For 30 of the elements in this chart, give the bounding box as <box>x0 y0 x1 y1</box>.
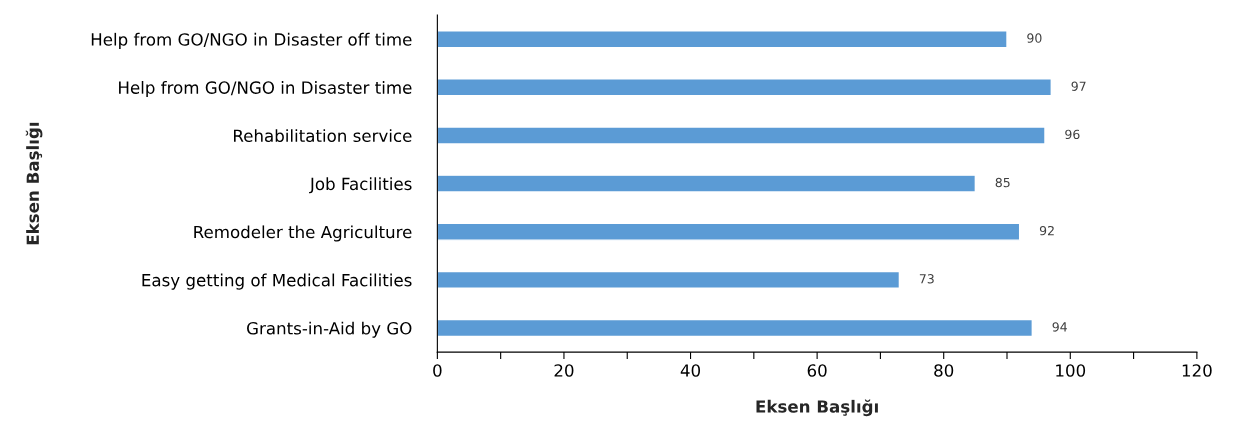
x-tick-label: 100 <box>1056 364 1086 377</box>
data-label: 94 <box>1052 322 1067 332</box>
data-label: 96 <box>1065 129 1080 140</box>
x-tick-label: 120 <box>1182 364 1212 377</box>
data-label: 73 <box>919 274 934 284</box>
bar <box>437 222 1021 241</box>
bar <box>437 174 977 193</box>
x-tick-label: 60 <box>807 364 827 377</box>
y-tick-label: Remodeler the Agriculture <box>194 225 412 242</box>
data-label: 97 <box>1071 81 1086 91</box>
x-tick-label: 20 <box>554 364 574 377</box>
y-tick-label: Job Facilities <box>309 177 412 194</box>
x-tick-label: 0 <box>433 364 442 377</box>
bar <box>437 270 901 289</box>
data-label: 92 <box>1039 225 1054 236</box>
y-tick-label: Help from GO/NGO in Disaster time <box>119 80 412 98</box>
y-tick-label: Grants-in-Aid by GO <box>247 321 412 338</box>
y-tick-label: Easy getting of Medical Facilities <box>142 273 412 290</box>
data-label: 90 <box>1027 33 1042 43</box>
x-tick-label: 40 <box>680 364 701 377</box>
bar <box>437 30 1008 49</box>
x-tick-label: 80 <box>934 364 954 377</box>
bar <box>437 318 1034 338</box>
y-tick-label: Rehabilitation service <box>234 129 412 143</box>
bar <box>437 126 1046 145</box>
bar <box>437 78 1052 97</box>
data-label: 85 <box>995 177 1010 188</box>
y-axis-title: Eksen Başlığı <box>25 122 43 245</box>
y-tick-label: Help from GO/NGO in Disaster off time <box>91 32 412 49</box>
x-axis-title: Eksen Başlığı <box>756 399 878 417</box>
